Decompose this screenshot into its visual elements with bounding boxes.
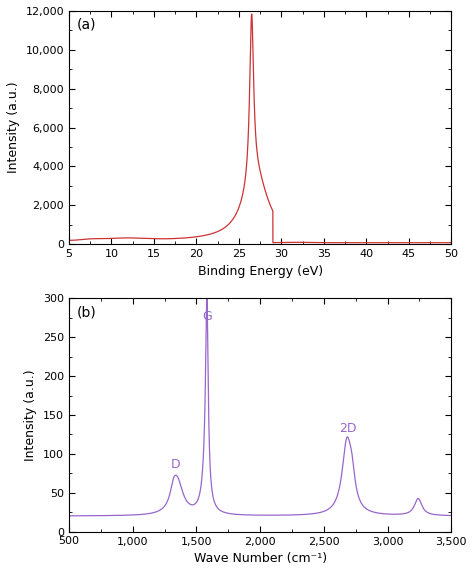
Text: 2D: 2D <box>339 422 357 435</box>
X-axis label: Wave Number (cm⁻¹): Wave Number (cm⁻¹) <box>193 552 327 565</box>
Text: (b): (b) <box>77 305 96 319</box>
Y-axis label: Intensity (a.u.): Intensity (a.u.) <box>7 82 20 173</box>
X-axis label: Binding Energy (eV): Binding Energy (eV) <box>198 265 323 277</box>
Text: D: D <box>171 458 181 471</box>
Text: (a): (a) <box>77 18 96 32</box>
Text: G: G <box>202 310 212 323</box>
Y-axis label: Intensity (a.u.): Intensity (a.u.) <box>25 369 37 461</box>
